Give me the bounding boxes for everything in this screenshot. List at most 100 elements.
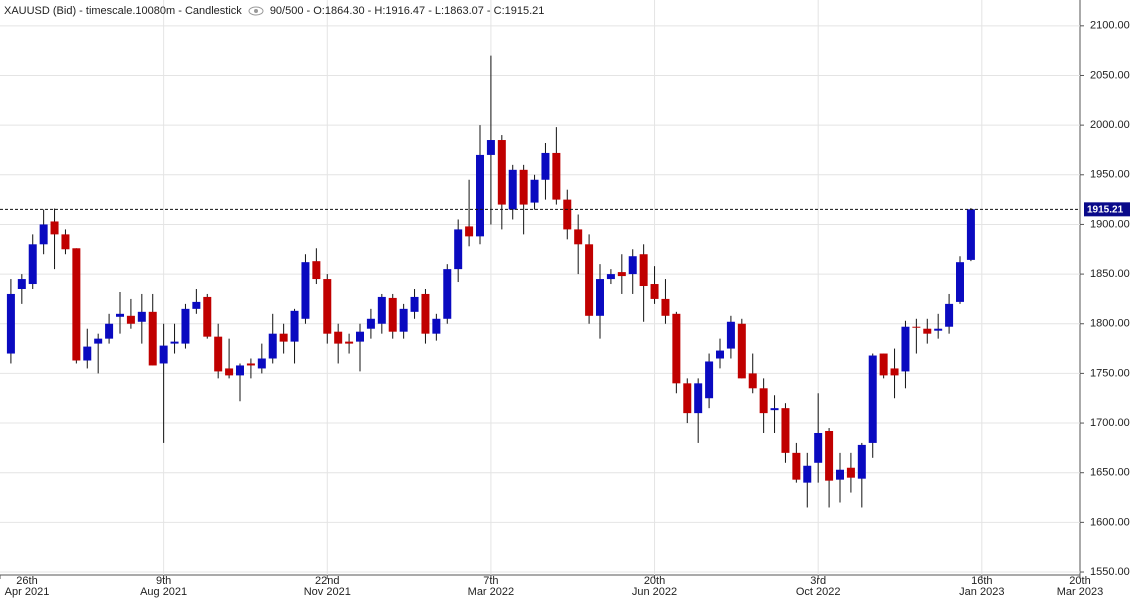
candle-body <box>650 284 659 299</box>
candle-body <box>334 331 343 344</box>
candle-body <box>552 152 561 200</box>
candle-body <box>497 140 506 205</box>
candle-body <box>825 431 834 481</box>
candle-body <box>454 229 463 270</box>
candle-body <box>486 140 495 155</box>
candle-body <box>399 308 408 332</box>
header-title: XAUUSD (Bid) - timescale.10080m - Candle… <box>4 5 242 17</box>
candle-body <box>148 311 157 366</box>
candle-body <box>301 262 310 319</box>
candle-body <box>606 274 615 280</box>
candle-body <box>574 229 583 245</box>
y-tick-label: 1550.00 <box>1090 566 1130 578</box>
candle-body <box>661 298 670 316</box>
candle-body <box>61 234 70 250</box>
y-tick-label: 1800.00 <box>1090 318 1130 330</box>
header-stats: 90/500 - O:1864.30 - H:1916.47 - L:1863.… <box>269 5 545 17</box>
candle-body <box>159 345 168 364</box>
candle-body <box>879 353 888 376</box>
candle-body <box>530 179 539 203</box>
candle-body <box>105 323 114 339</box>
candle-body <box>116 313 124 317</box>
candle-body <box>312 261 321 280</box>
candle-body <box>628 256 637 275</box>
candle-body <box>726 321 735 349</box>
x-tick-label: 26th Apr 2021 <box>4 575 50 598</box>
candle-body <box>519 169 528 205</box>
candle-body <box>268 333 277 359</box>
chart-header: XAUUSD (Bid) - timescale.10080m - Candle… <box>4 5 544 17</box>
candle-body <box>366 318 375 329</box>
x-tick-label: 3rd Oct 2022 <box>795 575 841 598</box>
x-tick-label: 16th Jan 2023 <box>959 575 1005 598</box>
y-tick-label: 2000.00 <box>1090 119 1130 131</box>
candle-body <box>792 452 801 480</box>
candle-body <box>585 244 594 316</box>
candle-body <box>541 152 550 180</box>
candle-body <box>868 355 877 443</box>
candle-body <box>563 199 572 230</box>
candle-body <box>672 313 681 384</box>
candle-body <box>857 444 866 479</box>
candle-body <box>236 365 244 376</box>
candle-body <box>508 169 517 210</box>
x-tick-label: 20th Jun 2022 <box>631 575 678 598</box>
candle-body <box>836 469 844 480</box>
y-tick-label: 1600.00 <box>1090 516 1130 528</box>
candle-body <box>781 408 790 453</box>
candle-body <box>748 373 757 389</box>
candle-body <box>192 301 201 309</box>
candle-body <box>639 254 648 287</box>
candle-body <box>410 296 419 312</box>
y-tick-label: 2100.00 <box>1090 20 1130 32</box>
candle-body <box>290 310 299 342</box>
candle-body <box>803 465 812 483</box>
candle-body <box>443 269 452 319</box>
y-tick-label: 1750.00 <box>1090 367 1130 379</box>
candle-body <box>377 296 386 324</box>
y-tick-label: 2050.00 <box>1090 69 1130 81</box>
candle-body <box>432 318 441 334</box>
candle-body <box>126 315 135 324</box>
candle-body <box>934 328 943 331</box>
candle-body <box>203 296 212 337</box>
candle-body <box>846 467 855 478</box>
candle-body <box>6 293 15 354</box>
candle-body <box>83 346 92 361</box>
candle-body <box>388 297 397 332</box>
eye-icon[interactable] <box>248 6 264 16</box>
x-tick-label: 20th Mar 2023 <box>1056 575 1104 598</box>
candle-body <box>257 358 266 369</box>
candle-body <box>181 308 190 344</box>
candle-body <box>465 226 474 237</box>
y-tick-label: 1700.00 <box>1090 417 1130 429</box>
candle-body <box>770 408 779 411</box>
last-price-box <box>1084 202 1130 217</box>
last-price-label: 1915.21 <box>1087 204 1124 215</box>
y-tick-label: 1850.00 <box>1090 268 1130 280</box>
candle-body <box>323 279 332 334</box>
candle-body <box>225 368 234 376</box>
candle-body <box>814 432 823 463</box>
y-tick-label: 1650.00 <box>1090 467 1130 479</box>
candle-body <box>170 341 179 344</box>
candle-body <box>94 338 103 344</box>
candle-body <box>890 368 899 376</box>
candle-body <box>596 279 604 316</box>
candle-body <box>421 293 430 334</box>
x-tick-label: 9th Aug 2021 <box>140 575 188 598</box>
candle-body <box>345 341 354 344</box>
x-tick-label: 22nd Nov 2021 <box>303 575 351 598</box>
candle-body <box>966 209 975 260</box>
candle-body <box>279 333 288 342</box>
candle-body <box>356 331 364 342</box>
y-tick-label: 1950.00 <box>1090 169 1130 181</box>
y-tick-label: 1900.00 <box>1090 218 1130 230</box>
candle-body <box>39 224 48 245</box>
candle-body <box>137 311 146 322</box>
candle-body <box>72 248 81 361</box>
candle-body <box>214 336 223 372</box>
candle-body <box>17 279 26 289</box>
